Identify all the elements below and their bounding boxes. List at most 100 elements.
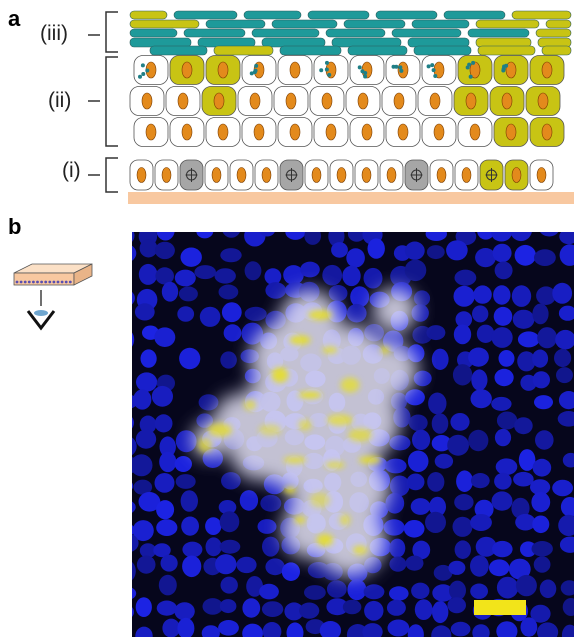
bracket-ii <box>88 56 118 147</box>
nucleus <box>471 369 488 391</box>
nucleus <box>558 305 574 321</box>
nucleus <box>472 624 490 637</box>
clone-membrane-signal <box>197 310 390 555</box>
nucleus <box>541 61 553 79</box>
nucleus <box>300 261 320 278</box>
nucleus <box>531 541 553 557</box>
corneocyte <box>511 10 572 20</box>
nucleus <box>311 167 322 183</box>
nucleus <box>285 92 297 110</box>
corneocyte <box>413 45 472 56</box>
corneocyte <box>537 37 572 48</box>
nucleus <box>145 123 157 141</box>
corneocyte <box>331 37 402 48</box>
corneocyte <box>129 28 178 38</box>
nucleus <box>393 92 405 110</box>
scale-bar <box>474 600 526 615</box>
nucleus <box>132 232 135 242</box>
keratohyalin-granule <box>140 63 145 68</box>
nuclei-dots <box>15 280 72 284</box>
nucleus <box>211 167 222 183</box>
nucleus <box>220 351 237 369</box>
nucleus <box>470 514 492 531</box>
keratohyalin-granule <box>327 72 332 77</box>
nucleus <box>357 92 369 110</box>
nucleus <box>249 92 261 110</box>
bracket-i <box>88 157 118 193</box>
keratohyalin-granule <box>471 60 476 65</box>
nucleus <box>491 396 512 411</box>
mitotic-spindle-icon <box>410 168 423 182</box>
nucleus <box>112 620 130 637</box>
membrane-label <box>339 514 351 526</box>
nucleus <box>407 450 429 473</box>
nucleus <box>159 436 176 458</box>
nucleus <box>510 232 532 242</box>
nucleus <box>132 454 153 477</box>
nucleus <box>236 556 257 574</box>
nucleus <box>133 479 153 495</box>
nucleus <box>215 554 237 575</box>
nucleus <box>174 602 195 621</box>
keratohyalin-granule <box>430 63 435 68</box>
nucleus <box>139 543 157 558</box>
nucleus <box>452 516 473 537</box>
nucleus <box>491 232 512 242</box>
nucleus <box>494 472 512 490</box>
fluorescence-micrograph <box>112 232 574 637</box>
nucleus <box>488 559 510 577</box>
nucleus <box>214 268 236 284</box>
nucleus <box>498 350 515 367</box>
nucleus <box>517 331 540 348</box>
nucleus <box>470 389 492 409</box>
nucleus <box>196 232 214 239</box>
corneocyte <box>129 37 192 48</box>
nucleus <box>153 543 171 558</box>
keratohyalin-granule <box>138 74 143 79</box>
nucleus <box>495 458 518 475</box>
nucleus <box>363 267 383 289</box>
nucleus <box>132 520 154 542</box>
nucleus <box>246 576 263 597</box>
nucleus <box>450 621 471 637</box>
nucleus <box>412 429 431 450</box>
nucleus <box>561 624 574 637</box>
nucleus <box>453 324 472 345</box>
membrane-label <box>316 533 334 547</box>
nucleus <box>217 61 229 79</box>
nucleus <box>156 500 175 520</box>
keratohyalin-granule <box>324 67 329 72</box>
nucleus <box>139 239 158 258</box>
nucleus <box>181 123 193 141</box>
nucleus <box>322 264 343 286</box>
nucleus <box>162 618 180 637</box>
corneocyte <box>443 10 506 20</box>
nucleus <box>159 451 177 473</box>
nucleus <box>558 391 574 410</box>
nucleus <box>511 167 522 183</box>
nucleus <box>132 562 136 581</box>
nucleus <box>541 123 553 141</box>
nucleus <box>520 617 538 637</box>
corneocyte <box>407 37 470 48</box>
nucleus <box>220 576 238 594</box>
nucleus <box>494 368 514 387</box>
membrane-label <box>324 461 346 469</box>
nucleus <box>136 372 158 392</box>
nucleus <box>154 327 176 347</box>
nucleus-dot <box>64 280 68 284</box>
nucleus <box>177 92 189 110</box>
nucleus <box>328 285 348 302</box>
nucleus <box>201 625 220 637</box>
keratohyalin-granule <box>501 68 506 73</box>
nucleus <box>259 583 279 600</box>
nucleus <box>219 511 240 533</box>
nucleus <box>494 261 513 280</box>
nucleus <box>517 351 536 372</box>
keratohyalin-granule <box>504 63 509 68</box>
keratohyalin-granule <box>433 74 438 79</box>
nucleus <box>560 580 574 596</box>
nucleus <box>220 248 242 263</box>
keratohyalin-granule <box>398 65 403 70</box>
membrane-label <box>380 345 390 355</box>
